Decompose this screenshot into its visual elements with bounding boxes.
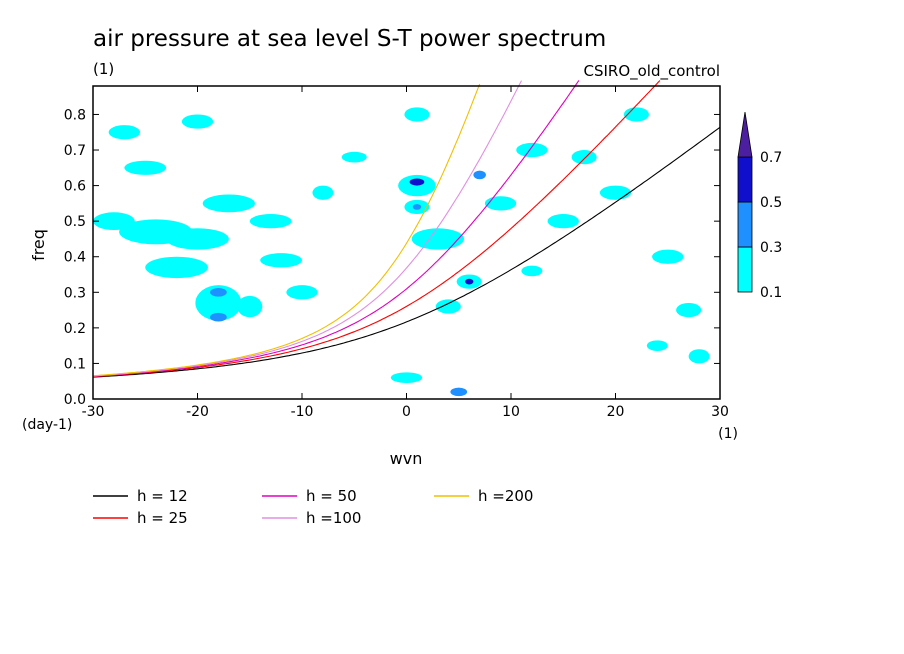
contour-region	[623, 107, 649, 122]
colorbar-arrow	[737, 111, 753, 158]
contour-region	[450, 387, 468, 397]
legend-label: h = 25	[137, 509, 188, 527]
contour-region	[412, 204, 422, 210]
contour-region	[688, 349, 710, 364]
contour-region	[195, 285, 242, 321]
contour-region	[676, 302, 702, 318]
y-tick-label: 0.6	[64, 179, 86, 195]
y-tick-label: 0.1	[64, 356, 86, 372]
legend-label: h =200	[478, 487, 533, 505]
contour-region	[516, 142, 548, 158]
contour-region	[237, 295, 263, 318]
contour-region	[166, 228, 229, 250]
contour-region	[571, 150, 597, 165]
curve-h25	[92, 80, 661, 378]
x-tick-label: -20	[186, 404, 209, 420]
y-tick-label: 0.4	[64, 250, 86, 266]
contour-region	[312, 185, 334, 200]
contour-fills	[93, 107, 710, 397]
contour-region	[652, 249, 684, 264]
contour-region	[260, 253, 302, 268]
x-tick-label: 30	[711, 404, 729, 420]
y-ticks: 0.0 0.1 0.2 0.3 0.4 0.5 0.6 0.7 0.8	[64, 107, 720, 408]
contour-region	[286, 285, 318, 300]
contour-region	[404, 107, 430, 122]
contour-region	[210, 288, 227, 297]
legend: h = 12 h = 25 h = 50 h =100 h =200	[93, 487, 533, 527]
contour-region	[181, 114, 214, 129]
contour-region	[411, 228, 464, 250]
y-axis-label: freq	[29, 229, 48, 261]
plot-area: -30 -20 -10 0 10 20 30 0.00.10.20.30.40.50.60.…	[64, 80, 729, 420]
contour-region	[341, 151, 367, 163]
x-tick-label: 20	[607, 404, 625, 420]
colorbar-segment	[737, 201, 753, 248]
x-axis-label: wvn	[390, 449, 423, 468]
colorbar: 0.1 0.3 0.5 0.7	[737, 111, 782, 301]
x-ticks: -30 -20 -10 0 10 20 30	[82, 86, 729, 420]
curve-h50	[92, 80, 580, 377]
curve-h12	[92, 126, 721, 378]
contour-region	[249, 214, 292, 229]
contour-region	[547, 214, 579, 229]
curve-h200	[92, 83, 481, 377]
y-tick-label: 0.7	[64, 143, 86, 159]
contour-region	[398, 174, 436, 197]
colorbar-label: 0.7	[760, 150, 782, 166]
dispersion-curves	[92, 80, 721, 378]
colorbar-label: 0.3	[760, 240, 782, 256]
y-tick-label: 0.2	[64, 321, 86, 337]
y-tick-label: 0.5	[64, 214, 86, 230]
y-units-label: (day-1)	[22, 417, 72, 433]
colorbar-segment	[737, 246, 753, 293]
contour-region	[599, 185, 632, 200]
x-tick-label: 10	[502, 404, 520, 420]
contour-region	[484, 196, 517, 211]
x-tick-label: 0	[402, 404, 411, 420]
x-tick-label: -30	[82, 404, 105, 420]
x-tick-label: -10	[291, 404, 314, 420]
contour-region	[210, 312, 227, 322]
legend-label: h = 50	[306, 487, 357, 505]
contour-region	[409, 178, 425, 186]
legend-label: h =100	[306, 509, 361, 527]
model-label: CSIRO_old_control	[583, 62, 720, 81]
contour-region	[390, 372, 423, 383]
contour-region	[145, 256, 208, 279]
contour-region	[124, 160, 167, 175]
contour-region	[435, 299, 461, 314]
contour-region	[202, 194, 255, 213]
x-units-label: (1)	[718, 426, 738, 442]
contour-region	[465, 278, 474, 285]
contour-region	[646, 340, 668, 351]
y-tick-label: 0.0	[64, 392, 86, 408]
y-tick-label: 0.8	[64, 107, 86, 123]
colorbar-segment	[737, 156, 753, 203]
contour-region	[473, 170, 486, 180]
contour-region	[521, 265, 543, 277]
chart-units: (1)	[93, 60, 114, 78]
chart-title: air pressure at sea level S-T power spec…	[93, 26, 606, 52]
y-tick-label: 0.3	[64, 285, 86, 301]
colorbar-label: 0.5	[760, 195, 782, 211]
legend-label: h = 12	[137, 487, 188, 505]
contour-region	[108, 125, 141, 140]
colorbar-label: 0.1	[760, 285, 782, 301]
